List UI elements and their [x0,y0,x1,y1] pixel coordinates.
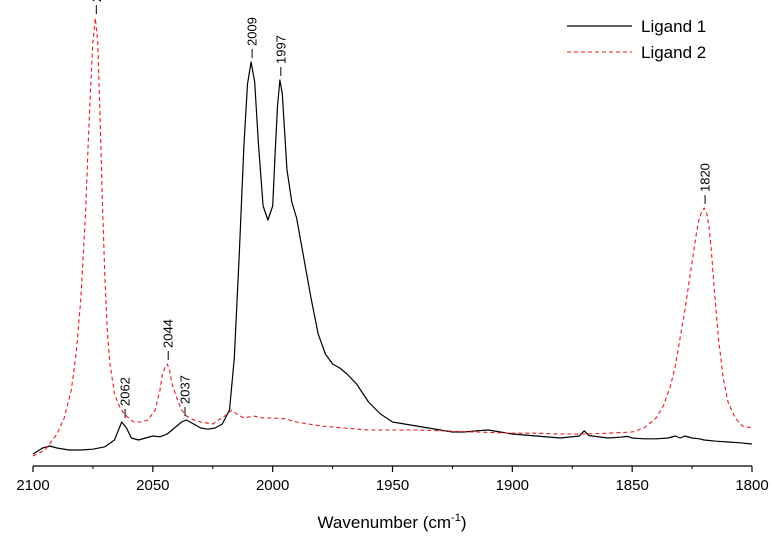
x-tick-label: 1950 [376,477,409,494]
x-tick-label: 1850 [615,477,648,494]
legend: Ligand 1 Ligand 2 [567,17,706,62]
series-line-ligand-1 [32,61,753,455]
series-line-ligand-2 [32,17,753,457]
x-axis-title: Wavenumber (cm-1) [318,512,467,532]
peak-label-2062: 2062 [118,377,133,406]
peak-label-1820: 1820 [698,163,713,192]
peak-label-2009: 2009 [245,17,260,46]
x-tick-label: 2000 [256,477,289,494]
legend-item: Ligand 2 [567,43,706,62]
peak-annotations: 2074 2062 2044 2037 2009 1997 1820 [89,0,713,418]
legend-label: Ligand 1 [641,17,706,36]
legend-label: Ligand 2 [641,43,706,62]
x-tick-label: 1800 [735,477,768,494]
peak-label-1997: 1997 [273,35,288,64]
x-tick-label: 2050 [136,477,169,494]
plot-area [32,17,753,457]
peak-label-2044: 2044 [161,319,176,348]
legend-item: Ligand 1 [567,17,706,36]
x-tick-label: 1900 [496,477,529,494]
x-tick-label: 2100 [16,477,49,494]
peak-label-2037: 2037 [177,375,192,404]
peak-label-2074: 2074 [89,0,104,2]
x-axis: 2100 2050 2000 1950 1900 1850 1800 [16,465,769,494]
